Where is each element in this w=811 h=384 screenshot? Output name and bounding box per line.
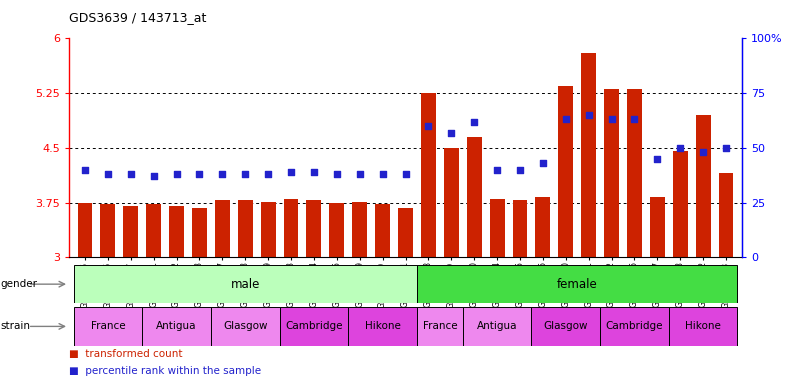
Point [124,171,137,177]
Bar [284,199,298,257]
Text: Antigua: Antigua [157,321,197,331]
Point [193,171,206,177]
Bar [604,89,619,257]
Point [444,129,457,136]
Bar [467,137,482,257]
Bar [280,307,348,346]
Text: Glasgow: Glasgow [543,321,588,331]
Bar [215,200,230,257]
Bar [600,307,669,346]
Bar [417,265,737,303]
Bar [719,174,733,257]
Bar [352,202,367,257]
Bar [74,265,417,303]
Bar [669,307,737,346]
Point [147,173,160,179]
Point [674,145,687,151]
Bar [673,152,688,257]
Bar [627,89,642,257]
Point [468,119,481,125]
Point [376,171,389,177]
Bar [238,200,253,257]
Text: Antigua: Antigua [477,321,517,331]
Bar [211,307,280,346]
Point [605,116,618,122]
Text: male: male [230,278,260,291]
Bar [348,307,417,346]
Point [560,116,573,122]
Point [697,149,710,155]
Bar [329,203,344,257]
Bar [696,115,710,257]
Bar [74,307,142,346]
Text: Cambridge: Cambridge [606,321,663,331]
Bar [490,199,504,257]
Text: GDS3639 / 143713_at: GDS3639 / 143713_at [69,12,206,25]
Bar [463,307,531,346]
Bar [398,208,413,257]
Point [238,171,251,177]
Point [536,160,549,166]
Bar [650,197,665,257]
Bar [558,86,573,257]
Text: Hikone: Hikone [365,321,401,331]
Point [513,167,526,173]
Point [262,171,275,177]
Bar [417,307,463,346]
Bar [192,208,207,257]
Bar [101,204,115,257]
Bar [142,307,211,346]
Point [170,171,183,177]
Point [330,171,343,177]
Point [307,169,320,175]
Bar [535,197,551,257]
Text: strain: strain [1,321,31,331]
Bar [513,200,527,257]
Point [216,171,229,177]
Bar [531,307,600,346]
Point [354,171,367,177]
Bar [307,200,321,257]
Text: France: France [91,321,125,331]
Bar [123,206,138,257]
Bar [78,203,92,257]
Point [491,167,504,173]
Text: France: France [423,321,457,331]
Bar [260,202,276,257]
Point [79,167,92,173]
Text: Glasgow: Glasgow [223,321,268,331]
Text: ■  transformed count: ■ transformed count [69,349,182,359]
Point [399,171,412,177]
Text: Cambridge: Cambridge [285,321,343,331]
Point [719,145,732,151]
Point [285,169,298,175]
Text: Hikone: Hikone [685,321,721,331]
Point [101,171,114,177]
Text: female: female [557,278,598,291]
Point [651,156,664,162]
Bar [581,53,596,257]
Point [582,112,595,118]
Bar [444,148,459,257]
Bar [146,204,161,257]
Bar [169,206,184,257]
Bar [421,93,436,257]
Point [628,116,641,122]
Point [422,123,435,129]
Text: gender: gender [1,279,38,289]
Bar [375,204,390,257]
Text: ■  percentile rank within the sample: ■ percentile rank within the sample [69,366,261,376]
